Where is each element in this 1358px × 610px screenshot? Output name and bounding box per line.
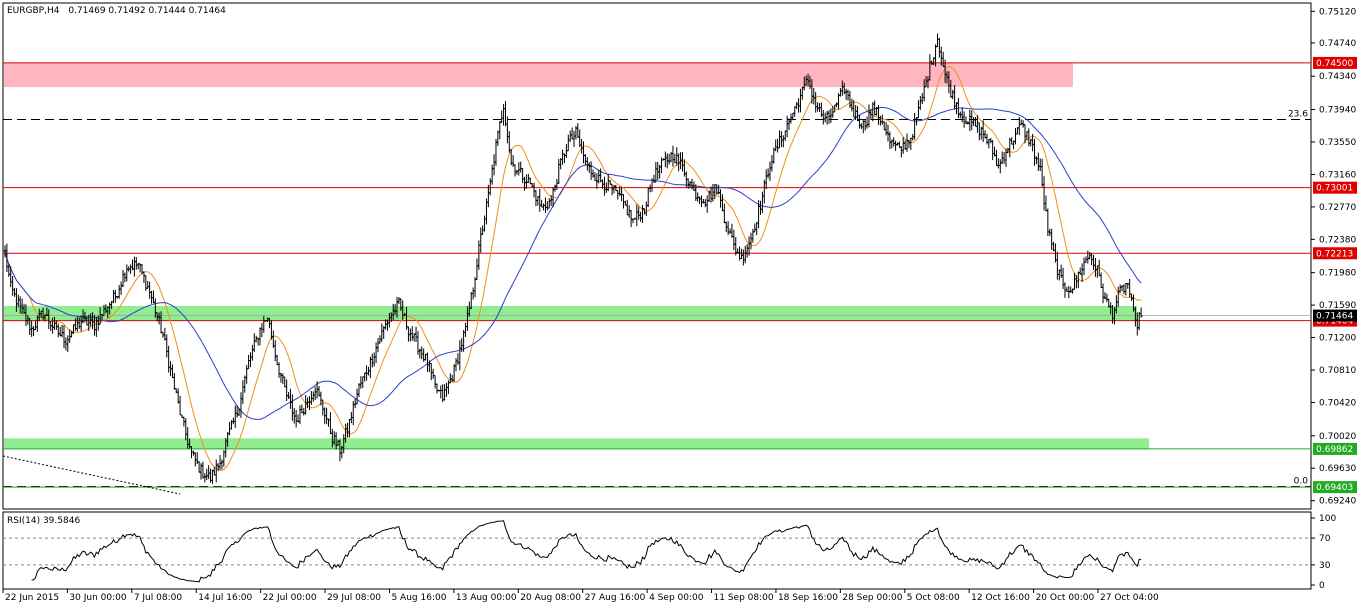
time-tick-label: 20 Aug 08:00 [520,593,581,603]
main-panel-frame [2,2,1312,510]
current-price-tag [1313,309,1357,322]
ma-slow-line [4,106,1142,420]
rsi-tick-label: 0 [1319,581,1325,591]
price-tick-label: 0.72770 [1319,203,1356,213]
rsi-line [31,520,1142,583]
rsi-tick-label: 30 [1319,561,1331,571]
price-tick-label: 0.69240 [1319,497,1356,507]
level-tag-label: 0.74500 [1316,59,1353,69]
zone-support [4,305,1137,321]
time-tick-label: 4 Sep 00:00 [649,593,704,603]
price-tick-label: 0.73550 [1319,138,1356,148]
ohlc-readout: 0.71469 0.71492 0.71444 0.71464 [68,6,226,16]
price-tick-label: 0.74740 [1319,39,1356,49]
time-tick-label: 20 Oct 00:00 [1036,593,1095,603]
level-tag-label: 0.69862 [1316,445,1353,455]
rsi-tick-label: 70 [1319,534,1331,544]
level-tag [1313,442,1357,455]
zone-resistance [4,62,1073,88]
time-tick-label: 28 Sep 00:00 [842,593,902,603]
price-tick-label: 0.71200 [1319,334,1356,344]
price-tick-label: 0.71980 [1319,269,1356,279]
level-tag [1313,56,1357,69]
price-tick-label: 0.71590 [1319,301,1356,311]
rsi-label: RSI(14) 39.5846 [7,516,80,526]
fib-level-label: 0.0 [1294,477,1309,487]
price-tick-label: 0.75120 [1319,7,1356,17]
time-tick-label: 13 Aug 00:00 [456,593,517,603]
level-tag-label: 0.73001 [1316,184,1353,194]
price-tick-label: 0.70810 [1319,366,1356,376]
time-tick-label: 27 Aug 16:00 [585,593,646,603]
rsi-panel-frame [2,511,1312,590]
level-tag-label: 0.72213 [1316,249,1353,259]
time-tick-label: 22 Jul 00:00 [263,593,317,603]
time-tick-label: 14 Jul 16:00 [198,593,252,603]
time-tick-label: 12 Oct 16:00 [971,593,1030,603]
level-tag-label: 0.69403 [1316,483,1353,493]
price-tick-label: 0.73160 [1319,170,1356,180]
price-tick-label: 0.72380 [1319,235,1356,245]
time-tick-label: 30 Jun 00:00 [69,593,126,603]
candle [1139,307,1143,318]
time-tick-label: 29 Jul 08:00 [327,593,381,603]
price-tick-label: 0.69630 [1319,464,1356,474]
rsi-tick-label: 100 [1319,514,1336,524]
price-tick-label: 0.73940 [1319,106,1356,116]
time-tick-label: 5 Oct 08:00 [907,593,960,603]
time-tick-label: 27 Oct 04:00 [1100,593,1159,603]
time-tick-label: 7 Jul 08:00 [134,593,183,603]
symbol-label: EURGBP,H4 [7,6,60,16]
fib-level-label: 23.6 [1288,110,1308,120]
level-tag [1313,481,1357,494]
zone-support [4,438,1149,449]
level-tag [1313,247,1357,260]
time-tick-label: 5 Aug 16:00 [391,593,446,603]
ma-fast-line [4,65,1142,471]
time-tick-label: 22 Jun 2015 [5,593,59,603]
time-tick-label: 18 Sep 16:00 [778,593,838,603]
level-tag [1313,181,1357,194]
price-tick-label: 0.70420 [1319,398,1356,408]
chart-header: EURGBP,H4 0.71469 0.71492 0.71444 0.7146… [7,6,226,16]
current-price-tag-label: 0.71464 [1316,312,1353,322]
time-tick-label: 11 Sep 08:00 [714,593,774,603]
price-tick-label: 0.70020 [1319,432,1356,442]
price-tick-label: 0.74340 [1319,72,1356,82]
